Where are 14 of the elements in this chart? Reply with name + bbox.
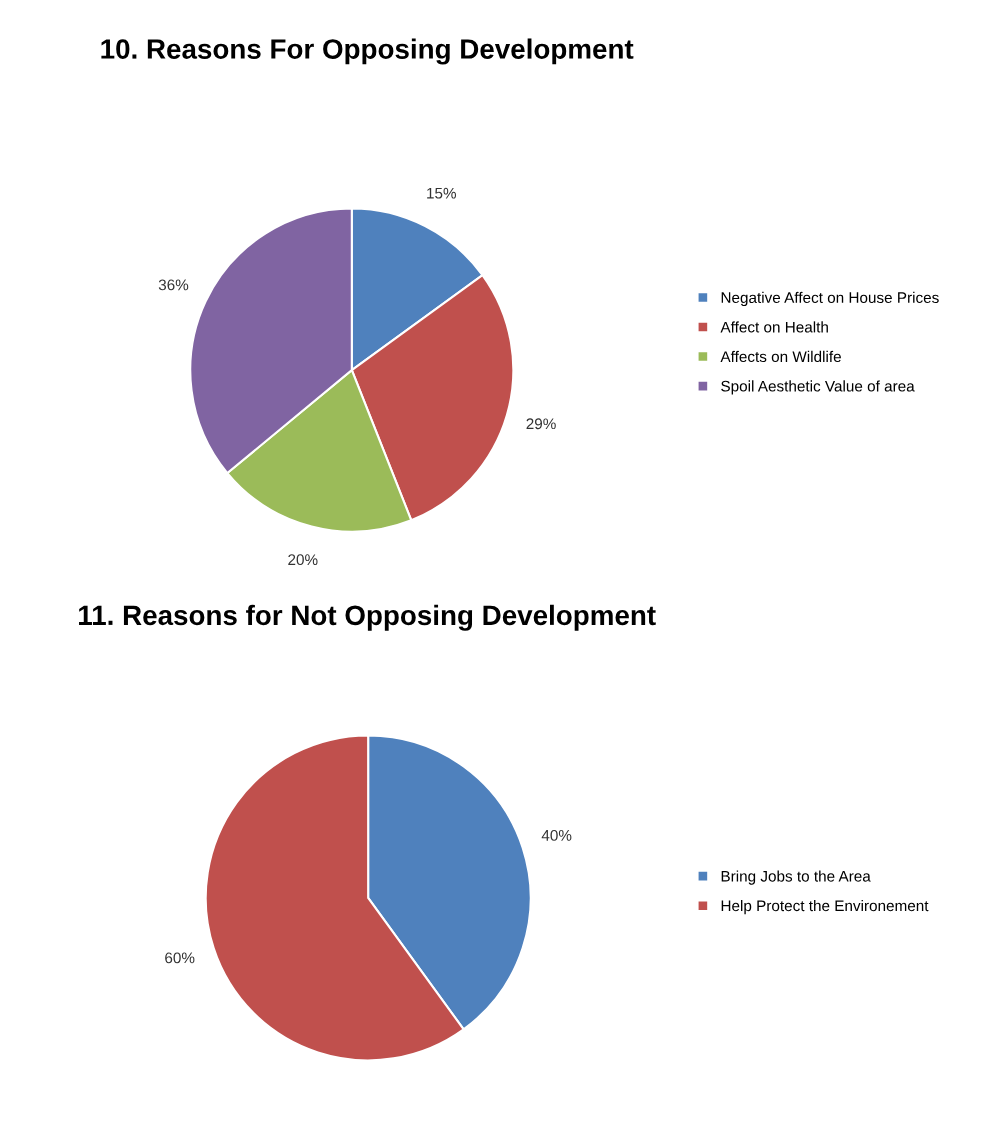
legend-label: Bring Jobs to the Area [721, 870, 871, 885]
legend-label: Affect on Health [720, 321, 828, 333]
chart-title: 10. Reasons For Opposing Development [101, 38, 634, 65]
chart-title: 11. Reasons for Not Opposing Development [79, 604, 656, 631]
legend-label: Negative Affect on House Prices [721, 291, 939, 307]
data-label: 36% [158, 279, 189, 291]
data-label: 15% [427, 187, 457, 199]
data-label: 40% [541, 829, 572, 841]
legend-label: Help Protect the Environement [721, 899, 929, 915]
legend-label: Spoil Aesthetic Value of area [721, 380, 915, 395]
legend-label: Affects on Wildlife [720, 350, 841, 363]
data-label: 29% [526, 418, 556, 430]
data-label: 20% [288, 554, 318, 566]
data-label: 60% [165, 952, 195, 964]
